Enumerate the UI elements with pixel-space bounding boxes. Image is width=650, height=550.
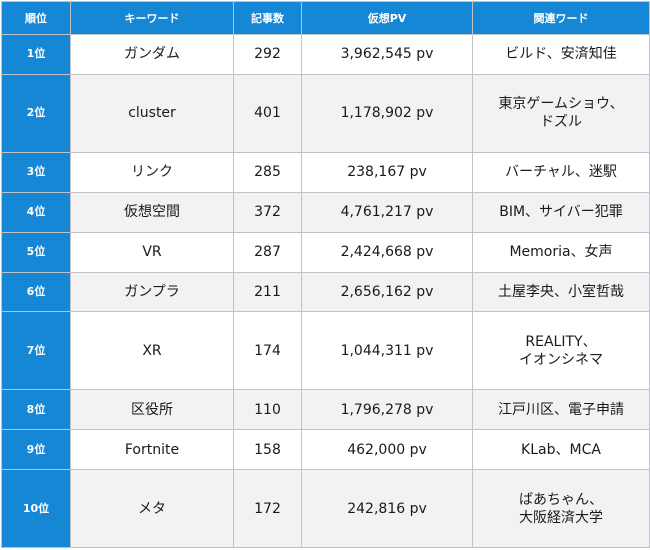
virtual-pv-cell: 1,796,278 pv xyxy=(301,389,473,431)
rank-cell: 5位 xyxy=(1,231,71,273)
virtual-pv-cell: 2,656,162 pv xyxy=(301,271,473,313)
keyword-cell: メタ xyxy=(70,469,234,548)
virtual-pv-cell: 4,761,217 pv xyxy=(301,191,473,233)
header-article-count: 記事数 xyxy=(233,1,302,35)
table-row: 1位 ガンダム 292 3,962,545 pv ビルド、安済知佳 xyxy=(1,34,650,75)
related-words-cell: バーチャル、迷駅 xyxy=(472,151,650,193)
related-words-cell: ビルド、安済知佳 xyxy=(472,34,650,75)
article-count-cell: 174 xyxy=(233,311,302,391)
article-count-cell: 401 xyxy=(233,73,302,153)
article-count-cell: 292 xyxy=(233,34,302,75)
keyword-cell: ガンプラ xyxy=(70,271,234,313)
virtual-pv-cell: 1,178,902 pv xyxy=(301,73,473,153)
rank-cell: 1位 xyxy=(1,34,71,75)
related-words-cell: ばあちゃん、 大阪経済大学 xyxy=(472,469,650,548)
related-words-cell: BIM、サイバー犯罪 xyxy=(472,191,650,233)
header-related-words: 関連ワード xyxy=(472,1,650,35)
keyword-cell: XR xyxy=(70,311,234,391)
keyword-cell: 区役所 xyxy=(70,389,234,431)
related-words-cell: KLab、MCA xyxy=(472,429,650,471)
keyword-cell: Fortnite xyxy=(70,429,234,471)
rank-cell: 6位 xyxy=(1,271,71,313)
rank-cell: 7位 xyxy=(1,311,71,391)
table-row: 6位 ガンプラ 211 2,656,162 pv 土屋李央、小室哲哉 xyxy=(1,271,650,313)
table-header: 順位 キーワード 記事数 仮想PV 関連ワード xyxy=(1,1,650,35)
virtual-pv-cell: 238,167 pv xyxy=(301,151,473,193)
keyword-cell: リンク xyxy=(70,151,234,193)
virtual-pv-cell: 3,962,545 pv xyxy=(301,34,473,75)
related-words-cell: 土屋李央、小室哲哉 xyxy=(472,271,650,313)
article-count-cell: 287 xyxy=(233,231,302,273)
article-count-cell: 110 xyxy=(233,389,302,431)
table-row: 9位 Fortnite 158 462,000 pv KLab、MCA xyxy=(1,429,650,471)
table-row: 4位 仮想空間 372 4,761,217 pv BIM、サイバー犯罪 xyxy=(1,191,650,233)
header-row: 順位 キーワード 記事数 仮想PV 関連ワード xyxy=(1,1,650,35)
table-row: 3位 リンク 285 238,167 pv バーチャル、迷駅 xyxy=(1,151,650,193)
rank-cell: 3位 xyxy=(1,151,71,193)
related-words-cell: 東京ゲームショウ、 ドズル xyxy=(472,73,650,153)
virtual-pv-cell: 2,424,668 pv xyxy=(301,231,473,273)
article-count-cell: 211 xyxy=(233,271,302,313)
table-row: 7位 XR 174 1,044,311 pv REALITY、 イオンシネマ xyxy=(1,311,650,391)
table-row: 10位 メタ 172 242,816 pv ばあちゃん、 大阪経済大学 xyxy=(1,469,650,548)
article-count-cell: 158 xyxy=(233,429,302,471)
article-count-cell: 285 xyxy=(233,151,302,193)
keyword-cell: VR xyxy=(70,231,234,273)
header-rank: 順位 xyxy=(1,1,71,35)
related-words-cell: Memoria、女声 xyxy=(472,231,650,273)
related-words-cell: REALITY、 イオンシネマ xyxy=(472,311,650,391)
rank-cell: 2位 xyxy=(1,73,71,153)
table-row: 2位 cluster 401 1,178,902 pv 東京ゲームショウ、 ドズ… xyxy=(1,73,650,153)
rank-cell: 8位 xyxy=(1,389,71,431)
header-virtual-pv: 仮想PV xyxy=(301,1,473,35)
rank-cell: 10位 xyxy=(1,469,71,548)
table-row: 5位 VR 287 2,424,668 pv Memoria、女声 xyxy=(1,231,650,273)
virtual-pv-cell: 1,044,311 pv xyxy=(301,311,473,391)
table-row: 8位 区役所 110 1,796,278 pv 江戸川区、電子申請 xyxy=(1,389,650,431)
article-count-cell: 372 xyxy=(233,191,302,233)
article-count-cell: 172 xyxy=(233,469,302,548)
keyword-cell: ガンダム xyxy=(70,34,234,75)
keyword-cell: 仮想空間 xyxy=(70,191,234,233)
header-keyword: キーワード xyxy=(70,1,234,35)
related-words-cell: 江戸川区、電子申請 xyxy=(472,389,650,431)
rank-cell: 4位 xyxy=(1,191,71,233)
virtual-pv-cell: 462,000 pv xyxy=(301,429,473,471)
keyword-cell: cluster xyxy=(70,73,234,153)
virtual-pv-cell: 242,816 pv xyxy=(301,469,473,548)
rank-cell: 9位 xyxy=(1,429,71,471)
table-body: 1位 ガンダム 292 3,962,545 pv ビルド、安済知佳 2位 clu… xyxy=(1,34,650,548)
